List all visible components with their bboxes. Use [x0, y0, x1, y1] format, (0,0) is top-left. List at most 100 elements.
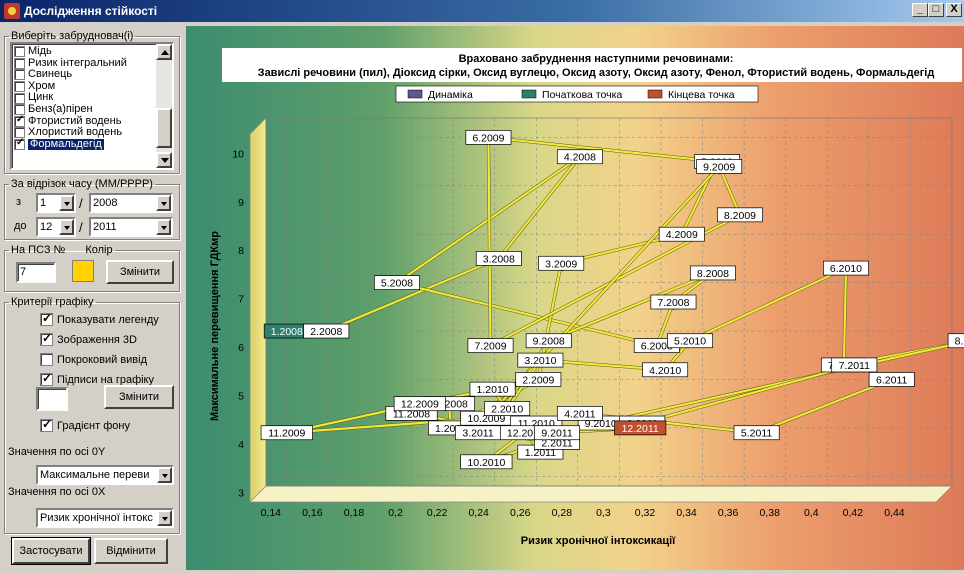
- change-color-button[interactable]: Змінити: [106, 260, 174, 284]
- stepwise-option[interactable]: Покроковий вивід: [40, 353, 147, 366]
- legend-swatch: [407, 89, 423, 99]
- pollutant-checkbox[interactable]: [14, 114, 25, 127]
- point-label: 9.2010: [585, 418, 617, 430]
- point-label-box: [650, 294, 697, 310]
- to-year-select[interactable]: 2011: [89, 217, 173, 237]
- gradient-label: Градієнт фону: [57, 419, 130, 432]
- station-legend: На ПСЗ № Колір: [9, 244, 115, 256]
- chevron-down-icon[interactable]: [59, 219, 74, 235]
- close-button[interactable]: X: [946, 3, 962, 17]
- labels-option[interactable]: Підписи на графіку: [40, 371, 154, 386]
- point-label-box: [556, 149, 603, 165]
- pollutant-item[interactable]: Цинк: [14, 92, 160, 104]
- point-label: 5.2010: [674, 336, 706, 348]
- y-axis-value: Максимальне переви: [40, 469, 150, 481]
- point-label: 2.2008: [310, 326, 342, 338]
- pollutant-item[interactable]: Хром: [14, 79, 160, 93]
- y-tick-label: 7: [238, 294, 244, 306]
- point-label-box: [556, 406, 603, 421]
- pollutant-checkbox[interactable]: [14, 137, 25, 151]
- trajectory-segment: [641, 363, 855, 425]
- scroll-down-icon: [161, 158, 169, 163]
- pollutant-item[interactable]: Фтористий водень: [14, 114, 160, 128]
- pollutant-item[interactable]: Свинець: [14, 69, 160, 81]
- legend-checkbox[interactable]: [40, 311, 53, 326]
- change-labels-button[interactable]: Змінити: [104, 385, 174, 409]
- pollutant-item[interactable]: Ризик інтегральний: [14, 56, 160, 70]
- chevron-down-icon[interactable]: [156, 219, 171, 235]
- pollutant-checkbox[interactable]: [14, 81, 25, 93]
- pollutant-list[interactable]: Мідь Ризик інтегральний Свинець Хром Цинк Бен…: [10, 42, 174, 170]
- pollutant-checkbox[interactable]: [14, 46, 25, 58]
- pollutant-item[interactable]: Мідь: [14, 45, 160, 58]
- scroll-thumb[interactable]: [156, 108, 172, 148]
- chevron-down-icon[interactable]: [157, 467, 172, 483]
- title-bar[interactable]: Дослідження стійкості _ □ X: [0, 0, 964, 22]
- point-label-box: [823, 260, 869, 276]
- trajectory-segment: [689, 267, 847, 342]
- pollutant-checkbox[interactable]: [14, 57, 25, 69]
- scroll-down-button[interactable]: [156, 152, 172, 168]
- stepwise-checkbox[interactable]: [40, 353, 53, 366]
- pollutant-label: Ризик інтегральний: [28, 56, 127, 69]
- point-label: 1.2008: [271, 326, 303, 338]
- pollutant-list-scrollbar[interactable]: [156, 44, 172, 168]
- pollutant-label: Бенз(а)пірен: [28, 102, 93, 115]
- point-label-box: [947, 333, 964, 349]
- x-axis-value: Ризик хронічної інтокс: [40, 512, 153, 524]
- pollutant-label: Хром: [28, 79, 56, 92]
- three-d-checkbox[interactable]: [40, 331, 53, 346]
- y-axis-select[interactable]: Максимальне переви: [36, 465, 174, 485]
- point-label: 3.2010: [524, 355, 556, 367]
- x-tick-label: 0,24: [468, 507, 489, 519]
- chevron-down-icon[interactable]: [59, 195, 74, 211]
- point-label-box: [260, 425, 313, 441]
- chart-legend: Динаміка Початкова точка Кінцева точка: [395, 85, 759, 103]
- plot-area: 0,14 0,16 0,18 0,2 0,22 0,24 0,26 0,28 0,3 0,32 0,…: [232, 117, 964, 519]
- pollutant-checkbox[interactable]: [14, 69, 25, 81]
- legend-label: Кінцева точка: [668, 89, 735, 101]
- gradient-option[interactable]: Градієнт фону: [40, 417, 130, 432]
- legend-label: Динаміка: [428, 89, 473, 101]
- trajectory-segment: [548, 271, 714, 342]
- minimize-button[interactable]: _: [912, 3, 928, 17]
- trajectory-segment: [600, 341, 964, 425]
- pollutant-item[interactable]: Хлористий водень: [14, 127, 160, 139]
- pollutants-group: Виберіть забрудновач(і): [4, 30, 180, 174]
- legend-swatch: [647, 89, 663, 99]
- point-label: 10.2009: [467, 413, 505, 425]
- point-label-box: [658, 226, 705, 242]
- station-number-input[interactable]: 7: [16, 262, 56, 283]
- pollutant-item[interactable]: Бенз(а)пірен: [14, 102, 160, 116]
- period-from-label: з: [16, 196, 22, 208]
- cancel-button[interactable]: Відмінити: [94, 538, 168, 564]
- color-swatch[interactable]: [72, 260, 94, 282]
- x-axis-select[interactable]: Ризик хронічної інтокс: [36, 508, 174, 528]
- labels-checkbox[interactable]: [40, 371, 53, 386]
- gradient-checkbox[interactable]: [40, 417, 53, 432]
- criteria-legend: Критерії графіку: [11, 296, 94, 308]
- chevron-down-icon[interactable]: [157, 510, 172, 526]
- point-label: 12.2011: [622, 423, 659, 435]
- point-label: 7.2011: [839, 360, 870, 372]
- point-label: 9.2009: [703, 161, 735, 173]
- x-tick-label: 0,42: [843, 507, 864, 519]
- pollutant-label: Цинк: [28, 91, 54, 104]
- criteria-group: Критерії графіку: [4, 296, 180, 534]
- stepwise-label: Покроковий вивід: [57, 353, 148, 366]
- chevron-down-icon[interactable]: [156, 195, 171, 211]
- pollutant-checkbox[interactable]: [14, 92, 25, 104]
- three-d-label: Зображення 3D: [57, 333, 137, 346]
- three-d-option[interactable]: Зображення 3D: [40, 331, 137, 346]
- apply-button[interactable]: Застосувати: [11, 537, 91, 565]
- maximize-button[interactable]: □: [928, 3, 944, 17]
- to-month-value: 12: [40, 221, 53, 233]
- legend-option[interactable]: Показувати легенду: [40, 311, 159, 326]
- scroll-up-button[interactable]: [156, 44, 172, 60]
- from-month-select[interactable]: 1: [36, 193, 76, 213]
- from-year-select[interactable]: 2008: [89, 193, 173, 213]
- x-tick-label: 0,32: [635, 507, 656, 519]
- point-label-box: [868, 372, 915, 387]
- pollutant-item[interactable]: Формальдегід: [14, 137, 160, 151]
- to-month-select[interactable]: 12: [36, 217, 76, 237]
